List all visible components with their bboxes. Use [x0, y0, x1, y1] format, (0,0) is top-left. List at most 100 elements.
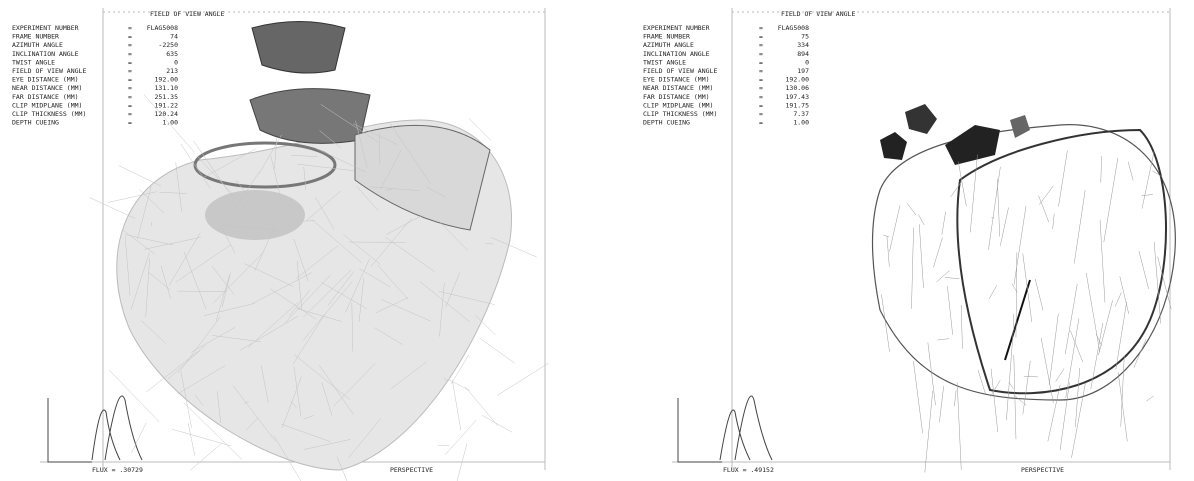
wire	[881, 294, 889, 351]
wire	[1056, 368, 1064, 381]
wire	[190, 444, 221, 471]
wire	[1120, 276, 1129, 314]
wire	[1023, 253, 1032, 322]
param-value: 635	[166, 50, 178, 58]
param-value: 191.22	[155, 101, 179, 109]
projection: PERSPECTIVE	[1021, 466, 1064, 474]
param-equals: =	[759, 110, 763, 118]
param-equals: =	[128, 110, 132, 118]
wire	[939, 386, 943, 422]
valve	[880, 132, 907, 160]
wire	[925, 391, 933, 473]
wire	[887, 236, 889, 267]
param-label: EYE DISTANCE (MM)	[12, 76, 79, 84]
wire	[1086, 273, 1100, 352]
param-value: 75	[801, 33, 809, 41]
param-value: 130.06	[786, 84, 810, 92]
param-label: AZIMUTH ANGLE	[643, 41, 694, 49]
param-equals: =	[759, 84, 763, 92]
wire	[1091, 323, 1103, 389]
wire	[911, 228, 913, 309]
valve-ring	[252, 22, 345, 74]
wire	[945, 277, 960, 278]
param-label: CLIP MIDPLANE (MM)	[12, 101, 82, 109]
param-label: FRAME NUMBER	[12, 33, 59, 41]
wire	[480, 338, 515, 363]
wire	[919, 215, 925, 225]
wire	[997, 179, 999, 237]
param-value: 131.10	[155, 84, 179, 92]
wire	[1058, 151, 1067, 207]
param-equals: =	[759, 24, 763, 32]
param-label: TWIST ANGLE	[12, 58, 55, 66]
wire	[936, 271, 949, 282]
wire	[172, 429, 231, 446]
wire	[933, 238, 942, 268]
wire	[447, 379, 469, 390]
histogram-curve	[720, 396, 772, 460]
param-equals: =	[128, 58, 132, 66]
wire	[1009, 382, 1014, 389]
param-equals: =	[759, 119, 763, 127]
param-label: CLIP THICKNESS (MM)	[12, 110, 86, 118]
param-value: 0	[805, 58, 809, 66]
param-equals: =	[759, 101, 763, 109]
param-value: -2250	[158, 41, 178, 49]
param-equals: =	[759, 41, 763, 49]
wire	[452, 380, 460, 430]
wire	[1048, 385, 1060, 442]
param-value: 1.00	[793, 119, 809, 127]
histogram-axis	[678, 398, 722, 462]
param-equals: =	[128, 33, 132, 41]
param-equals: =	[128, 67, 132, 75]
wire	[957, 383, 961, 470]
wire	[188, 423, 195, 455]
param-equals: =	[759, 76, 763, 84]
wire	[954, 390, 956, 406]
param-label: EXPERIMENT NUMBER	[12, 24, 79, 32]
valve	[205, 190, 305, 240]
wire	[990, 380, 1000, 397]
param-equals: =	[128, 119, 132, 127]
wire	[907, 203, 916, 215]
top-label: FIELD OF VIEW ANGLE	[150, 10, 224, 18]
wire	[913, 361, 922, 433]
wire	[1147, 396, 1154, 401]
param-equals: =	[128, 41, 132, 49]
wire	[1060, 382, 1069, 450]
wire	[1014, 355, 1016, 439]
wire	[465, 387, 498, 426]
param-label: FAR DISTANCE (MM)	[643, 93, 710, 101]
flux: FLUX = .49152	[723, 466, 774, 474]
wire	[1049, 314, 1058, 385]
wire	[90, 198, 135, 219]
render	[40, 8, 1175, 481]
param-value: 197.43	[786, 93, 810, 101]
param-value: 251.35	[155, 93, 179, 101]
param-value: 1.00	[162, 119, 178, 127]
param-label: DEPTH CUEING	[643, 119, 690, 127]
wire	[1035, 279, 1043, 311]
ventricle	[957, 130, 1166, 393]
wire	[1013, 314, 1014, 331]
param-label: DEPTH CUEING	[12, 119, 59, 127]
param-equals: =	[759, 93, 763, 101]
wire	[1139, 251, 1149, 289]
param-equals: =	[128, 101, 132, 109]
param-equals: =	[128, 84, 132, 92]
wire	[1115, 292, 1121, 306]
valve-ring	[250, 89, 370, 144]
param-value: 894	[797, 50, 809, 58]
param-value: 191.75	[786, 101, 810, 109]
wire	[1053, 214, 1055, 230]
param-value: 120.24	[155, 110, 179, 118]
wire	[1039, 196, 1049, 222]
param-equals: =	[128, 24, 132, 32]
projection: PERSPECTIVE	[390, 466, 433, 474]
wire	[482, 415, 512, 432]
valve	[905, 104, 937, 134]
param-equals: =	[759, 67, 763, 75]
wire	[1142, 151, 1154, 208]
wire	[1070, 331, 1082, 362]
param-label: AZIMUTH ANGLE	[12, 41, 63, 49]
